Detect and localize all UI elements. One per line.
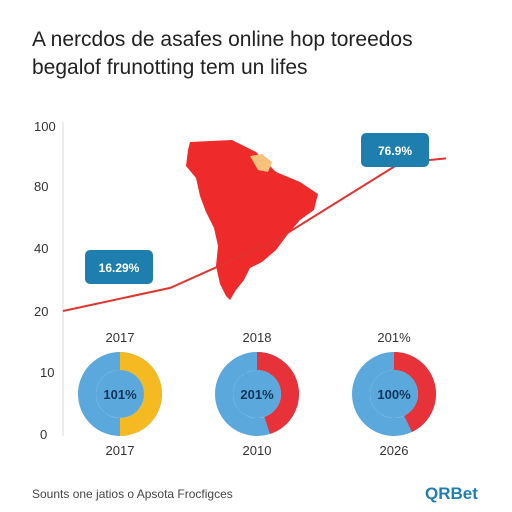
callout-box <box>361 133 429 167</box>
year-label-top: 201% <box>377 330 411 345</box>
source-note: Sounts one jatios o Apsota Frocfigces <box>32 487 233 501</box>
donut-center <box>233 370 281 418</box>
y-tick-label: 80 <box>34 179 48 194</box>
y-tick-label: 0 <box>40 427 47 442</box>
callout-label: 76.9% <box>378 144 412 158</box>
donut-center <box>370 370 418 418</box>
donut-label: 101% <box>103 387 137 402</box>
donut-segment <box>119 352 162 436</box>
donut-label: 100% <box>377 387 411 402</box>
south-america-map <box>186 140 318 300</box>
y-tick-label: 100 <box>34 119 56 134</box>
y-tick-label: 20 <box>34 304 48 319</box>
year-label-bottom: 2010 <box>243 443 272 458</box>
map-highlight-region <box>250 154 272 172</box>
y-tick-label: 10 <box>40 365 54 380</box>
donut-segment <box>256 352 299 434</box>
year-label-top: 2017 <box>106 330 135 345</box>
year-label-bottom: 2026 <box>380 443 409 458</box>
callout-box <box>85 250 153 284</box>
y-tick-label: 40 <box>34 241 48 256</box>
chart-title: A nercdos de asafes online hop toreedos … <box>32 26 492 82</box>
title-line-2: begalof frunotting tem un lifes <box>32 56 308 79</box>
brand-logo: QRBet <box>425 484 478 503</box>
callout-label: 16.29% <box>99 261 140 275</box>
donut-label: 201% <box>240 387 274 402</box>
donut-center <box>96 370 144 418</box>
title-line-1: A nercdos de asafes online hop toreedos <box>32 28 413 51</box>
year-label-top: 2018 <box>243 330 272 345</box>
donut-segment <box>393 352 436 432</box>
year-label-bottom: 2017 <box>106 443 135 458</box>
